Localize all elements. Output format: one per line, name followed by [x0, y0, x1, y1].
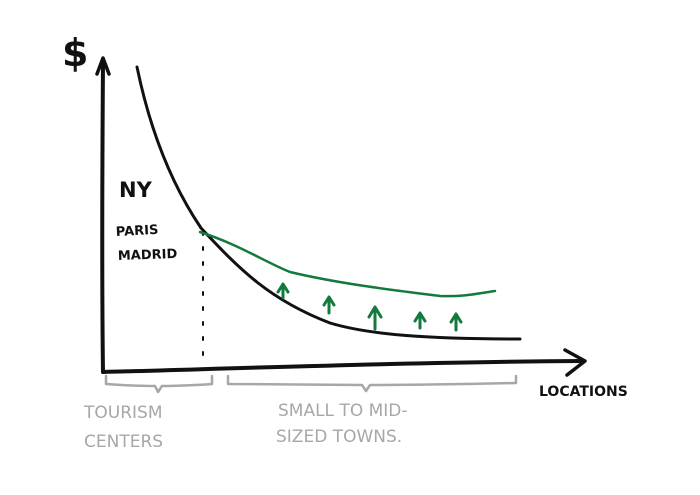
label-small-towns-line1: SMALL TO MID-: [278, 401, 408, 421]
price-curve-black: [135, 65, 522, 341]
label-small-towns-line2: SIZED TOWNS.: [276, 427, 402, 447]
label-paris: PARIS: [115, 223, 158, 240]
label-madrid: MADRID: [118, 247, 178, 264]
up-arrow-icon: [449, 312, 463, 332]
x-axis-label: LOCATIONS: [539, 384, 628, 400]
label-tourism-centers-line1: TOURISM: [83, 403, 163, 423]
brace-tourism-centers: [104, 374, 214, 394]
y-axis-line: [100, 60, 105, 374]
label-tourism-centers-line2: CENTERS: [84, 432, 163, 452]
y-axis-label: $: [62, 31, 88, 75]
up-arrow-icon: [322, 295, 336, 315]
y-axis-arrowhead: [95, 56, 111, 76]
label-ny: NY: [119, 178, 153, 202]
up-arrow-icon: [413, 311, 427, 330]
x-axis-arrowhead: [563, 348, 587, 377]
up-arrow-icon: [276, 282, 290, 300]
up-arrow-icon: [367, 305, 383, 331]
x-axis-line: [101, 359, 586, 374]
price-curve-green: [198, 230, 497, 298]
brace-small-towns: [226, 374, 518, 393]
